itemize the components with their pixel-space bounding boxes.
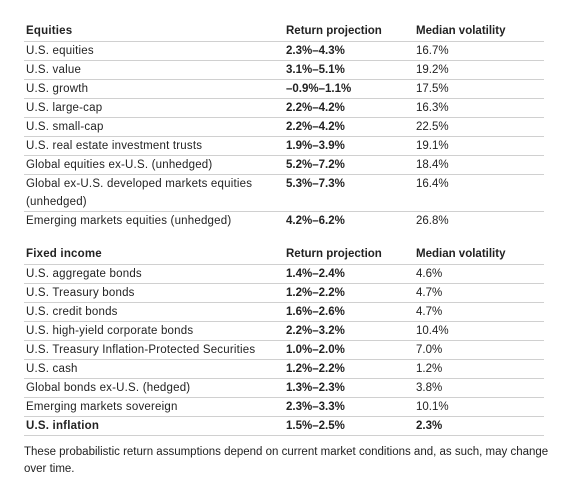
return-projection: 1.2%–2.2% [286,363,345,375]
asset-name: U.S. real estate investment trusts [26,140,203,152]
table-row: U.S. large-cap 2.2%–4.2% 16.3% [24,99,544,118]
asset-name: Emerging markets sovereign [26,401,178,413]
table-row: U.S. growth –0.9%–1.1% 17.5% [24,80,544,99]
table-row: U.S. equities 2.3%–4.3% 16.7% [24,42,544,61]
equities-table: Equities Return projection Median volati… [24,22,544,230]
return-projection: –0.9%–1.1% [286,83,352,95]
fixed-income-header-label: Fixed income [26,248,102,260]
asset-name: U.S. large-cap [26,102,103,114]
fixed-income-header-volatility: Median volatility [416,248,506,260]
return-projection: 5.2%–7.2% [286,159,345,171]
table-row: U.S. Treasury Inflation-Protected Securi… [24,341,544,360]
asset-name: U.S. high-yield corporate bonds [26,325,194,337]
fixed-income-header-return: Return projection [286,248,382,260]
return-projection: 1.2%–2.2% [286,287,345,299]
equities-header-return: Return projection [286,25,382,37]
fixed-income-header-row: Fixed income Return projection Median vo… [24,245,544,265]
asset-name: U.S. Treasury Inflation-Protected Securi… [26,344,256,356]
median-volatility: 7.0% [416,344,443,356]
table-row: U.S. Treasury bonds 1.2%–2.2% 4.7% [24,284,544,303]
median-volatility: 19.2% [416,64,449,76]
return-projection: 2.3%–4.3% [286,45,345,57]
return-projection: 2.3%–3.3% [286,401,345,413]
median-volatility: 18.4% [416,159,449,171]
median-volatility: 10.1% [416,401,449,413]
return-projection: 1.3%–2.3% [286,382,345,394]
return-projection: 1.5%–2.5% [286,420,345,432]
return-projection: 4.2%–6.2% [286,215,345,227]
table-row: Global bonds ex-U.S. (hedged) 1.3%–2.3% … [24,379,544,398]
median-volatility: 10.4% [416,325,449,337]
median-volatility: 17.5% [416,83,449,95]
median-volatility: 16.7% [416,45,449,57]
asset-name: U.S. growth [26,83,89,95]
equities-header-volatility: Median volatility [416,25,506,37]
return-projection: 5.3%–7.3% [286,178,345,190]
asset-name: U.S. Treasury bonds [26,287,135,299]
median-volatility: 16.4% [416,178,449,190]
table-row: Global ex-U.S. developed markets equitie… [24,175,544,212]
median-volatility: 2.3% [416,420,443,432]
median-volatility: 1.2% [416,363,443,375]
table-row: U.S. value 3.1%–5.1% 19.2% [24,61,544,80]
median-volatility: 16.3% [416,102,449,114]
return-projection: 1.0%–2.0% [286,344,345,356]
return-projection: 2.2%–4.2% [286,102,345,114]
asset-name: U.S. value [26,64,82,76]
table-row: Emerging markets sovereign 2.3%–3.3% 10.… [24,398,544,417]
asset-name: U.S. cash [26,363,78,375]
asset-name: Global bonds ex-U.S. (hedged) [26,382,191,394]
return-projection: 1.6%–2.6% [286,306,345,318]
table-row: U.S. inflation 1.5%–2.5% 2.3% [24,417,544,436]
asset-name: Emerging markets equities (unhedged) [26,215,232,227]
table-row: U.S. real estate investment trusts 1.9%–… [24,137,544,156]
asset-name: U.S. credit bonds [26,306,118,318]
return-projection: 2.2%–4.2% [286,121,345,133]
median-volatility: 26.8% [416,215,449,227]
table-row: U.S. aggregate bonds 1.4%–2.4% 4.6% [24,265,544,284]
asset-name: U.S. small-cap [26,121,104,133]
table-row: U.S. small-cap 2.2%–4.2% 22.5% [24,118,544,137]
median-volatility: 4.7% [416,306,443,318]
return-projection: 1.4%–2.4% [286,268,345,280]
table-row: Global equities ex-U.S. (unhedged) 5.2%–… [24,156,544,175]
table-row: U.S. credit bonds 1.6%–2.6% 4.7% [24,303,544,322]
table-row: U.S. high-yield corporate bonds 2.2%–3.2… [24,322,544,341]
asset-name: U.S. inflation [26,420,100,432]
return-projection: 2.2%–3.2% [286,325,345,337]
median-volatility: 4.6% [416,268,443,280]
table-row: Emerging markets equities (unhedged) 4.2… [24,212,544,230]
asset-name: Global equities ex-U.S. (unhedged) [26,159,213,171]
equities-header-label: Equities [26,25,73,37]
median-volatility: 3.8% [416,382,443,394]
asset-name: U.S. aggregate bonds [26,268,142,280]
table-row: U.S. cash 1.2%–2.2% 1.2% [24,360,544,379]
return-projection: 1.9%–3.9% [286,140,345,152]
median-volatility: 19.1% [416,140,449,152]
footnote: These probabilistic return assumptions d… [24,446,549,475]
asset-name: Global ex-U.S. developed markets equitie… [26,178,253,208]
median-volatility: 22.5% [416,121,449,133]
median-volatility: 4.7% [416,287,443,299]
return-projection: 3.1%–5.1% [286,64,345,76]
equities-header-row: Equities Return projection Median volati… [24,22,544,42]
fixed-income-table: Fixed income Return projection Median vo… [24,245,544,436]
asset-name: U.S. equities [26,45,94,57]
